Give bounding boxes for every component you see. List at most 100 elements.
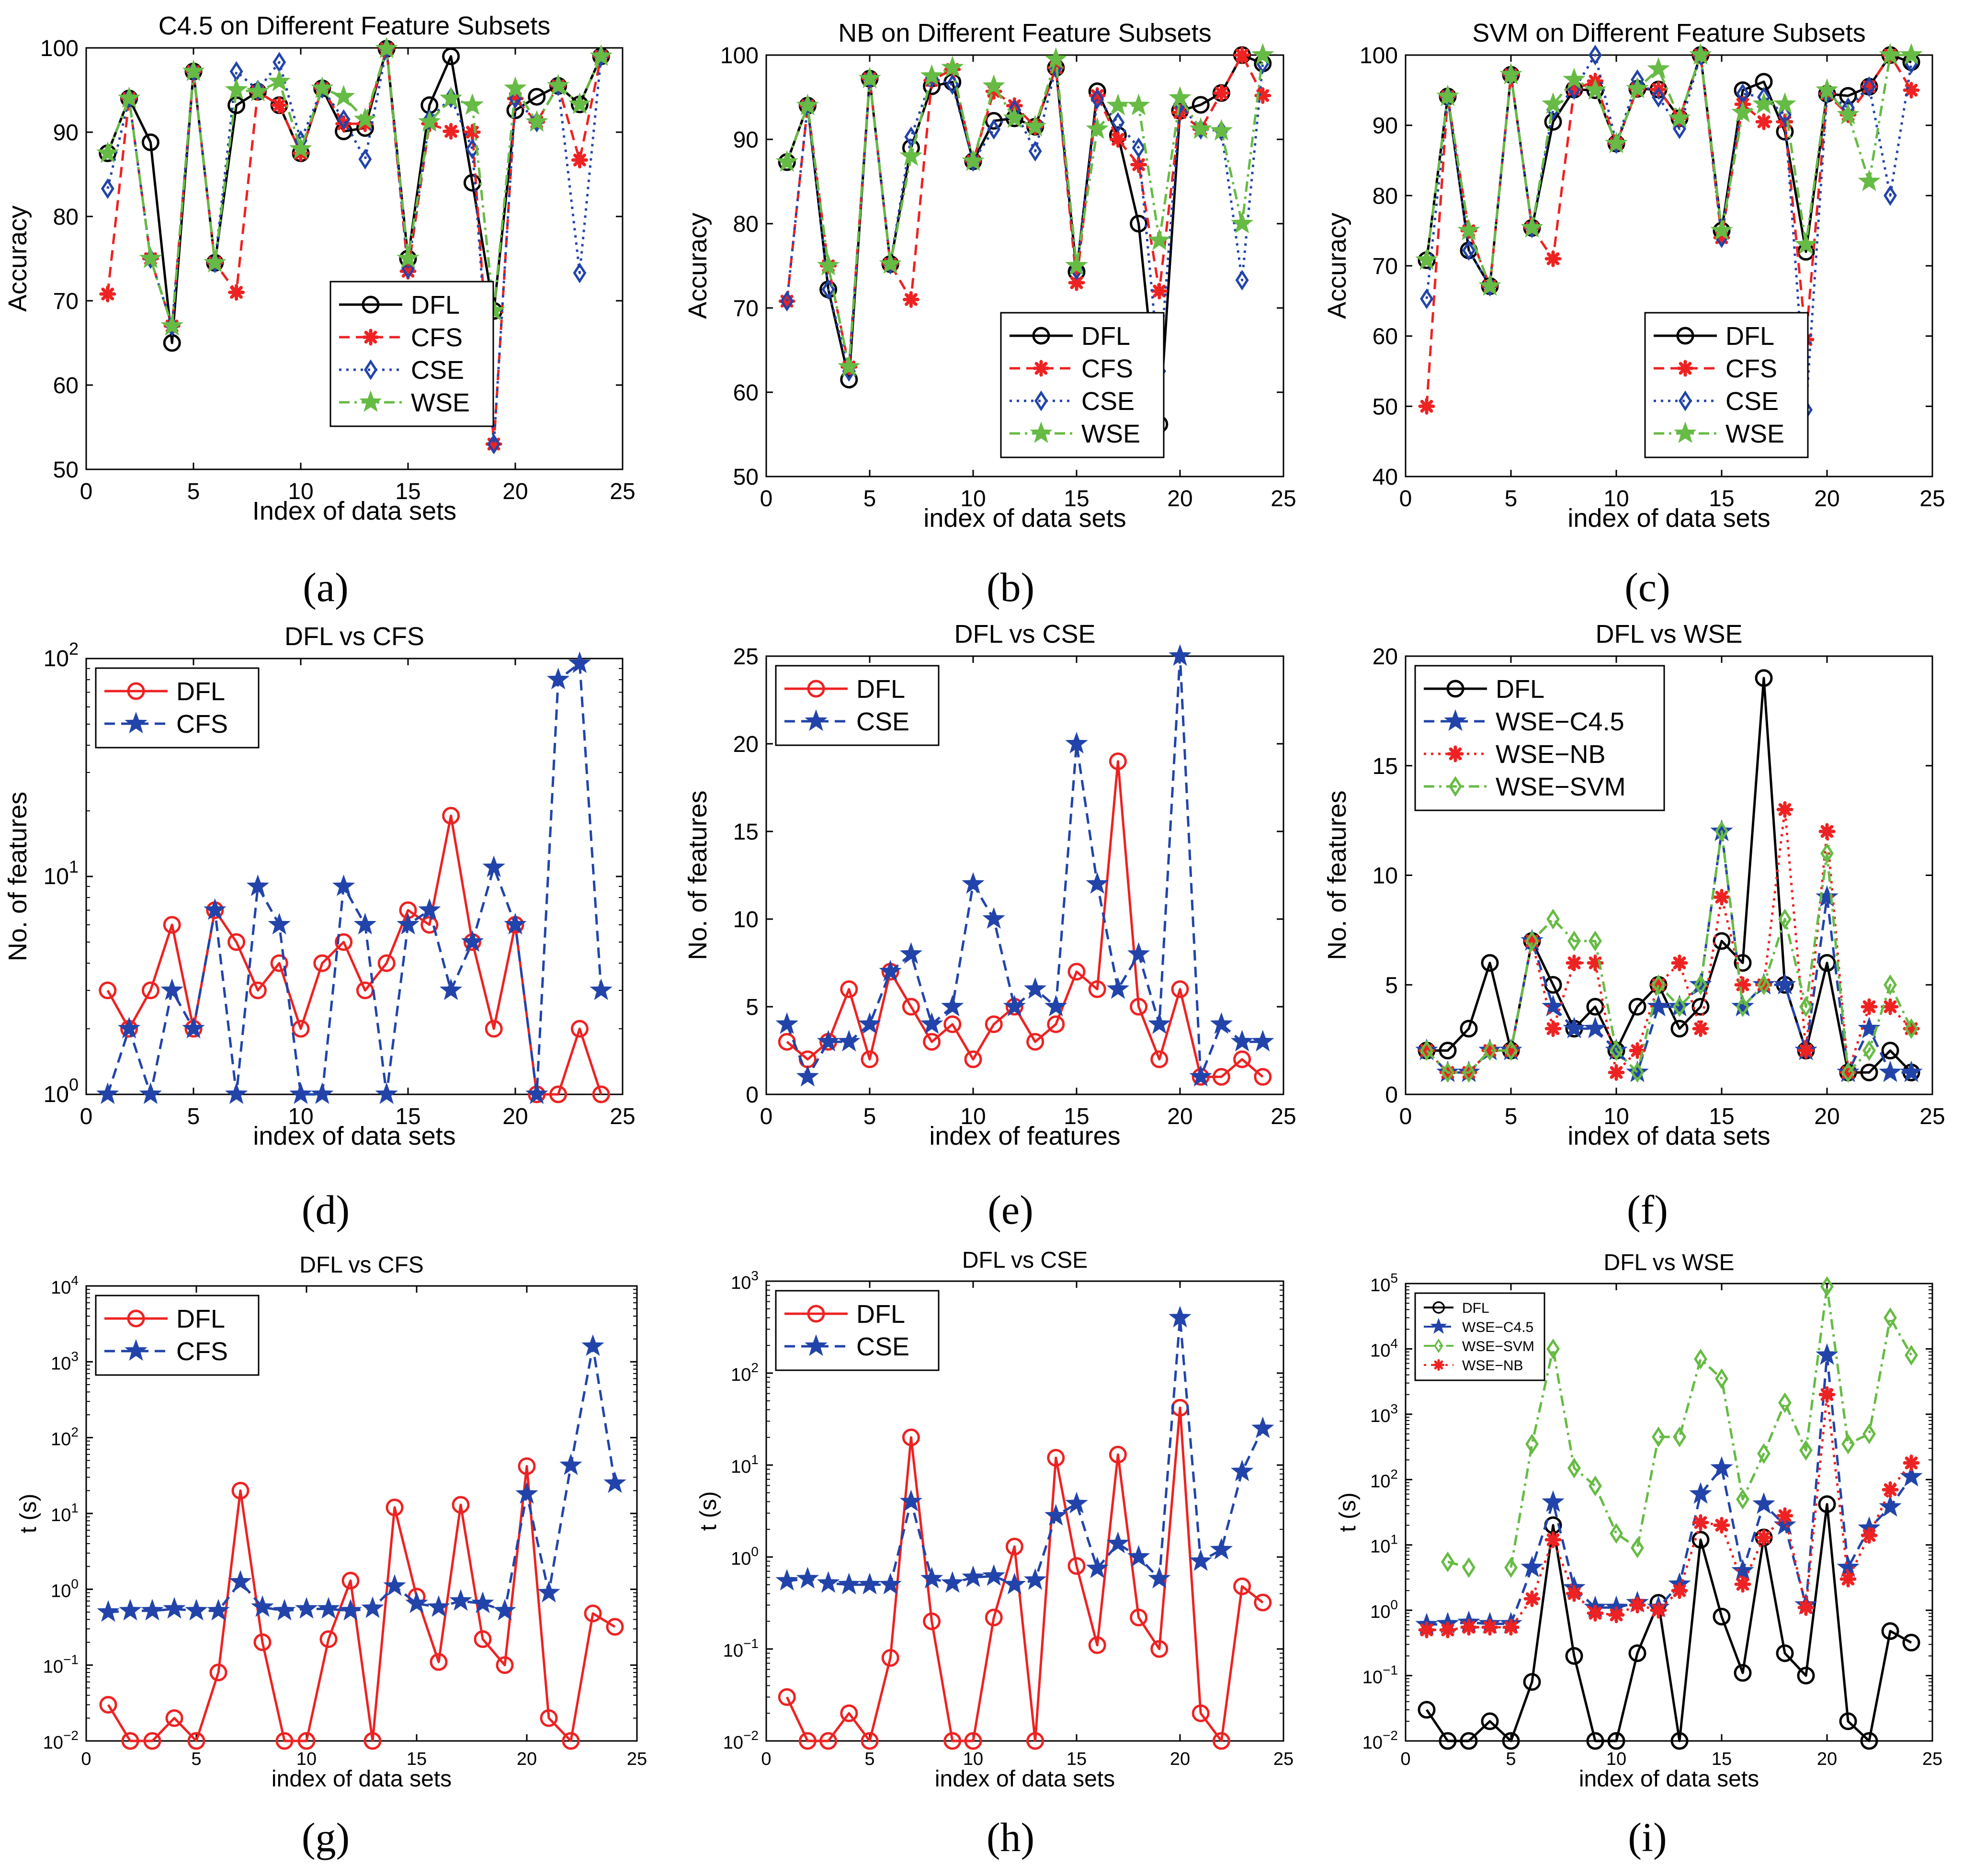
y-tick-label: 60 bbox=[1373, 324, 1398, 350]
asterisk-marker bbox=[1566, 955, 1583, 971]
star-marker bbox=[982, 907, 1005, 929]
y-tick-label: 100 bbox=[51, 1576, 79, 1601]
x-axis-label: index of data sets bbox=[1567, 504, 1770, 533]
diamond-marker bbox=[1841, 1062, 1855, 1083]
series-line bbox=[1426, 830, 1913, 1074]
x-tick-label: 15 bbox=[395, 1104, 420, 1129]
x-axis-label: index of data sets bbox=[272, 1766, 452, 1792]
x-tick-label: 5 bbox=[187, 479, 200, 504]
diamond-marker bbox=[1589, 45, 1602, 66]
circle-marker bbox=[1544, 113, 1562, 131]
x-tick-label: 25 bbox=[610, 1104, 635, 1129]
y-tick-label: 90 bbox=[53, 120, 79, 146]
asterisk-marker bbox=[1713, 888, 1730, 906]
legend-star-marker bbox=[805, 709, 828, 731]
diamond-marker bbox=[1905, 1018, 1918, 1039]
star-marker bbox=[339, 1599, 362, 1621]
star-marker bbox=[1731, 995, 1754, 1017]
asterisk-marker bbox=[1523, 932, 1541, 950]
legend-label: CFS bbox=[176, 1337, 228, 1366]
diamond-marker bbox=[1862, 1423, 1876, 1444]
asterisk-marker bbox=[1544, 250, 1562, 267]
series-line bbox=[108, 1345, 616, 1614]
star-marker bbox=[796, 1567, 819, 1589]
star-marker bbox=[879, 252, 902, 274]
diamond-marker bbox=[1841, 1433, 1855, 1455]
y-tick-label: 70 bbox=[1373, 254, 1398, 279]
asterisk-marker bbox=[1439, 1621, 1456, 1638]
circle-marker bbox=[420, 916, 439, 934]
circle-marker bbox=[1860, 1063, 1878, 1081]
legend-label: CSE bbox=[1081, 387, 1135, 416]
series-WSE−NB bbox=[1418, 1386, 1920, 1638]
asterisk-marker bbox=[1671, 1582, 1688, 1599]
diamond-marker bbox=[401, 258, 415, 279]
legend-star-marker bbox=[359, 390, 382, 412]
legend: DFL CFS bbox=[95, 1295, 260, 1376]
asterisk-marker bbox=[399, 262, 417, 280]
star-marker bbox=[418, 898, 441, 920]
plot-frame bbox=[1405, 1283, 1933, 1742]
diamond-marker bbox=[358, 148, 372, 170]
circle-marker bbox=[540, 1709, 558, 1727]
diamond-marker bbox=[1778, 1392, 1792, 1413]
star-marker bbox=[817, 1030, 840, 1052]
y-tick-exponent: 2 bbox=[751, 1360, 759, 1375]
asterisk-marker bbox=[1566, 1585, 1583, 1602]
x-tick-label: 20 bbox=[1817, 1749, 1837, 1769]
y-tick-base: 10 bbox=[1370, 1471, 1390, 1491]
circle-marker bbox=[1755, 669, 1773, 687]
legend-label: CFS bbox=[411, 323, 463, 352]
series-WSE−SVM bbox=[1441, 1276, 1918, 1578]
series-line bbox=[1426, 830, 1911, 1074]
asterisk-marker bbox=[1006, 97, 1023, 114]
star-marker bbox=[1148, 1567, 1171, 1589]
star-marker bbox=[1086, 117, 1109, 139]
diamond-marker bbox=[1884, 974, 1897, 995]
x-tick-label: 15 bbox=[1709, 486, 1734, 512]
y-tick-exponent: 3 bbox=[751, 1268, 759, 1283]
legend-label: CSE bbox=[856, 1332, 909, 1361]
legend: DFL CFS CSE WSE bbox=[1000, 312, 1165, 458]
circle-marker bbox=[1150, 1050, 1169, 1069]
chart-title: DFL vs WSE bbox=[1595, 620, 1742, 648]
legend-circle-marker bbox=[1446, 680, 1464, 698]
star-marker bbox=[268, 69, 291, 91]
star-marker bbox=[353, 107, 377, 129]
star-marker bbox=[775, 1569, 798, 1591]
asterisk-marker bbox=[1818, 823, 1836, 840]
x-tick-label: 15 bbox=[1712, 1749, 1732, 1769]
star-marker bbox=[1169, 86, 1192, 108]
asterisk-marker bbox=[1861, 1527, 1878, 1544]
circle-marker bbox=[1713, 932, 1731, 950]
y-tick-exponent: 1 bbox=[71, 1501, 79, 1515]
circle-marker bbox=[1481, 1712, 1499, 1730]
y-tick-exponent: 4 bbox=[1390, 1336, 1398, 1351]
series-line bbox=[106, 662, 602, 1096]
diamond-marker bbox=[1504, 1557, 1518, 1578]
x-tick-label: 10 bbox=[960, 1104, 986, 1129]
diamond-marker bbox=[1546, 1338, 1560, 1360]
x-tick-label: 25 bbox=[1919, 486, 1945, 512]
star-marker bbox=[1521, 216, 1544, 238]
x-tick-label: 20 bbox=[1167, 1104, 1192, 1129]
legend-circle-marker bbox=[1432, 1301, 1445, 1314]
circle-marker bbox=[231, 1481, 250, 1500]
circle-marker bbox=[1418, 1701, 1436, 1719]
asterisk-marker bbox=[1544, 1531, 1562, 1548]
x-tick-label: 0 bbox=[80, 479, 93, 504]
star-marker bbox=[1189, 1549, 1212, 1571]
circle-marker bbox=[141, 981, 159, 1000]
x-tick-label: 20 bbox=[1170, 1749, 1190, 1769]
asterisk-marker bbox=[1523, 1590, 1541, 1607]
star-marker bbox=[1023, 977, 1047, 999]
circle-marker bbox=[386, 1498, 404, 1516]
circle-marker bbox=[798, 1732, 817, 1750]
panel-caption: (i) bbox=[1628, 1814, 1667, 1860]
star-marker bbox=[1230, 212, 1254, 234]
star-marker bbox=[273, 1599, 296, 1621]
star-marker bbox=[1879, 1060, 1902, 1082]
star-marker bbox=[537, 1580, 560, 1603]
circle-marker bbox=[1670, 1732, 1689, 1750]
y-tick-label: 103 bbox=[1370, 1401, 1398, 1426]
